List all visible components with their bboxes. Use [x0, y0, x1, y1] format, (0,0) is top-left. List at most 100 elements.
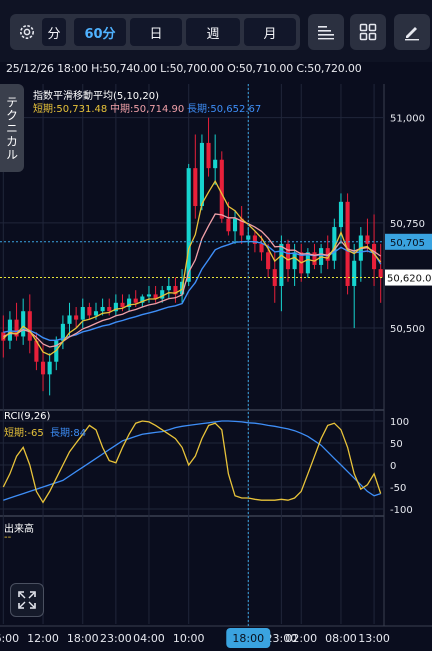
- candle-body: [146, 294, 152, 297]
- time-tick-label: 10:00: [173, 632, 205, 645]
- candle-body: [186, 168, 191, 282]
- rci-tick-label: -100: [390, 505, 413, 516]
- ema-title: 指数平滑移動平均(5,10,20): [33, 91, 159, 102]
- pencil-icon: [405, 27, 419, 41]
- candle-body: [133, 298, 138, 303]
- technical-tab[interactable]: テクニカル: [0, 84, 24, 172]
- crosshair-price-label: 50,705: [390, 238, 425, 249]
- candle-body: [325, 248, 330, 261]
- rci-short-line: [2, 420, 382, 504]
- candle-body: [60, 323, 65, 341]
- crosshair-price-tag: [385, 233, 432, 250]
- grid-icon: [359, 23, 377, 41]
- candle-body: [352, 260, 357, 286]
- candle-body: [34, 340, 39, 362]
- time-tick-label: 08:00: [325, 632, 357, 645]
- candle-body: [120, 302, 125, 308]
- candle-body: [272, 269, 277, 286]
- candle-body: [279, 243, 284, 286]
- crosshair-time-tag: [226, 628, 271, 648]
- volume-value: --: [4, 532, 12, 543]
- time-tick-label: 12:00: [27, 632, 59, 645]
- candle-body: [153, 294, 158, 299]
- candle-body: [232, 218, 238, 232]
- candle-body: [7, 319, 12, 341]
- price-tick-label: 50,750: [390, 219, 425, 230]
- candle-body: [140, 296, 145, 303]
- time-tick-label: 06:00: [0, 632, 19, 645]
- settings-button[interactable]: [14, 18, 40, 46]
- ema-long-line: [3, 240, 382, 341]
- last-price-tag: [385, 269, 432, 286]
- candle-body: [199, 142, 204, 207]
- candle-body: [93, 311, 99, 316]
- candle-body: [113, 302, 118, 312]
- candle-body: [21, 311, 26, 337]
- timeframe-month[interactable]: 月: [244, 18, 296, 46]
- ema-mid-value: 中期:50,714.90: [110, 104, 185, 115]
- list-icon: [318, 26, 334, 40]
- rci-tick-label: 0: [390, 461, 396, 472]
- candle-body: [14, 319, 19, 337]
- ema-long-value: 長期:50,652.67: [187, 104, 262, 115]
- rci-tick-label: 100: [390, 417, 409, 428]
- candle-body: [74, 315, 79, 320]
- candle-body: [160, 290, 165, 299]
- candle-body: [80, 307, 85, 320]
- candle-body: [127, 298, 132, 308]
- volume-title: 出来高: [4, 524, 34, 535]
- timeframe-selector: 分 60分 日 週 月: [10, 14, 300, 50]
- time-tick-label: 23:00: [100, 632, 132, 645]
- candle-body: [285, 243, 291, 270]
- candle-body: [87, 307, 92, 316]
- rci-short-value: 短期:-65: [4, 428, 44, 439]
- rci-tick-label: 50: [390, 439, 403, 450]
- rci-title: RCI(9,26): [4, 411, 51, 422]
- fullscreen-button[interactable]: [10, 583, 44, 617]
- timeframe-minute[interactable]: 分: [42, 18, 66, 46]
- ema-mid-line: [3, 213, 382, 348]
- rci-long-value: 長期:84: [50, 428, 87, 439]
- candle-body: [213, 159, 218, 169]
- candle-body: [47, 361, 52, 375]
- candle-body: [338, 201, 344, 228]
- candle-body: [226, 218, 231, 232]
- candle-body: [219, 159, 224, 219]
- candle-body: [365, 235, 370, 244]
- candle-body: [67, 315, 72, 324]
- candle-body: [305, 252, 310, 274]
- rci-long-line: [3, 420, 381, 501]
- candle-body: [107, 307, 112, 312]
- layout-grid-button[interactable]: [350, 14, 386, 50]
- candle-body: [193, 168, 198, 207]
- candle-body: [166, 285, 171, 291]
- candle-body: [312, 252, 317, 265]
- ohlc-readout: 25/12/26 18:00 H:50,740.00 L:50,700.00 O…: [6, 62, 362, 75]
- rci-tick-label: -50: [390, 483, 406, 494]
- candle-body: [378, 269, 383, 278]
- candle-body: [292, 252, 297, 270]
- candle-body: [259, 243, 264, 253]
- crosshair-time-label: 18:00: [232, 632, 264, 645]
- gear-icon: [20, 25, 34, 39]
- time-tick-label: 04:00: [133, 632, 165, 645]
- candle-body: [252, 235, 257, 244]
- timeframe-week[interactable]: 週: [186, 18, 240, 46]
- last-price-label: 50,620.00: [387, 274, 432, 285]
- time-tick-label: 23:00: [266, 632, 298, 645]
- timeframe-day[interactable]: 日: [130, 18, 182, 46]
- timeframe-60min[interactable]: 60分: [74, 18, 126, 46]
- candle-body: [372, 243, 377, 270]
- time-tick-label: 13:00: [358, 632, 390, 645]
- candle-body: [40, 361, 46, 375]
- candle-body: [206, 142, 211, 169]
- top-toolbar: 分 60分 日 週 月: [0, 0, 432, 62]
- candle-body: [27, 311, 32, 341]
- price-tick-label: 50,500: [390, 324, 425, 335]
- candle-body: [345, 201, 350, 286]
- drawing-tool-button[interactable]: [394, 14, 430, 50]
- ema-short-line: [2, 179, 382, 356]
- indicator-list-button[interactable]: [308, 14, 344, 50]
